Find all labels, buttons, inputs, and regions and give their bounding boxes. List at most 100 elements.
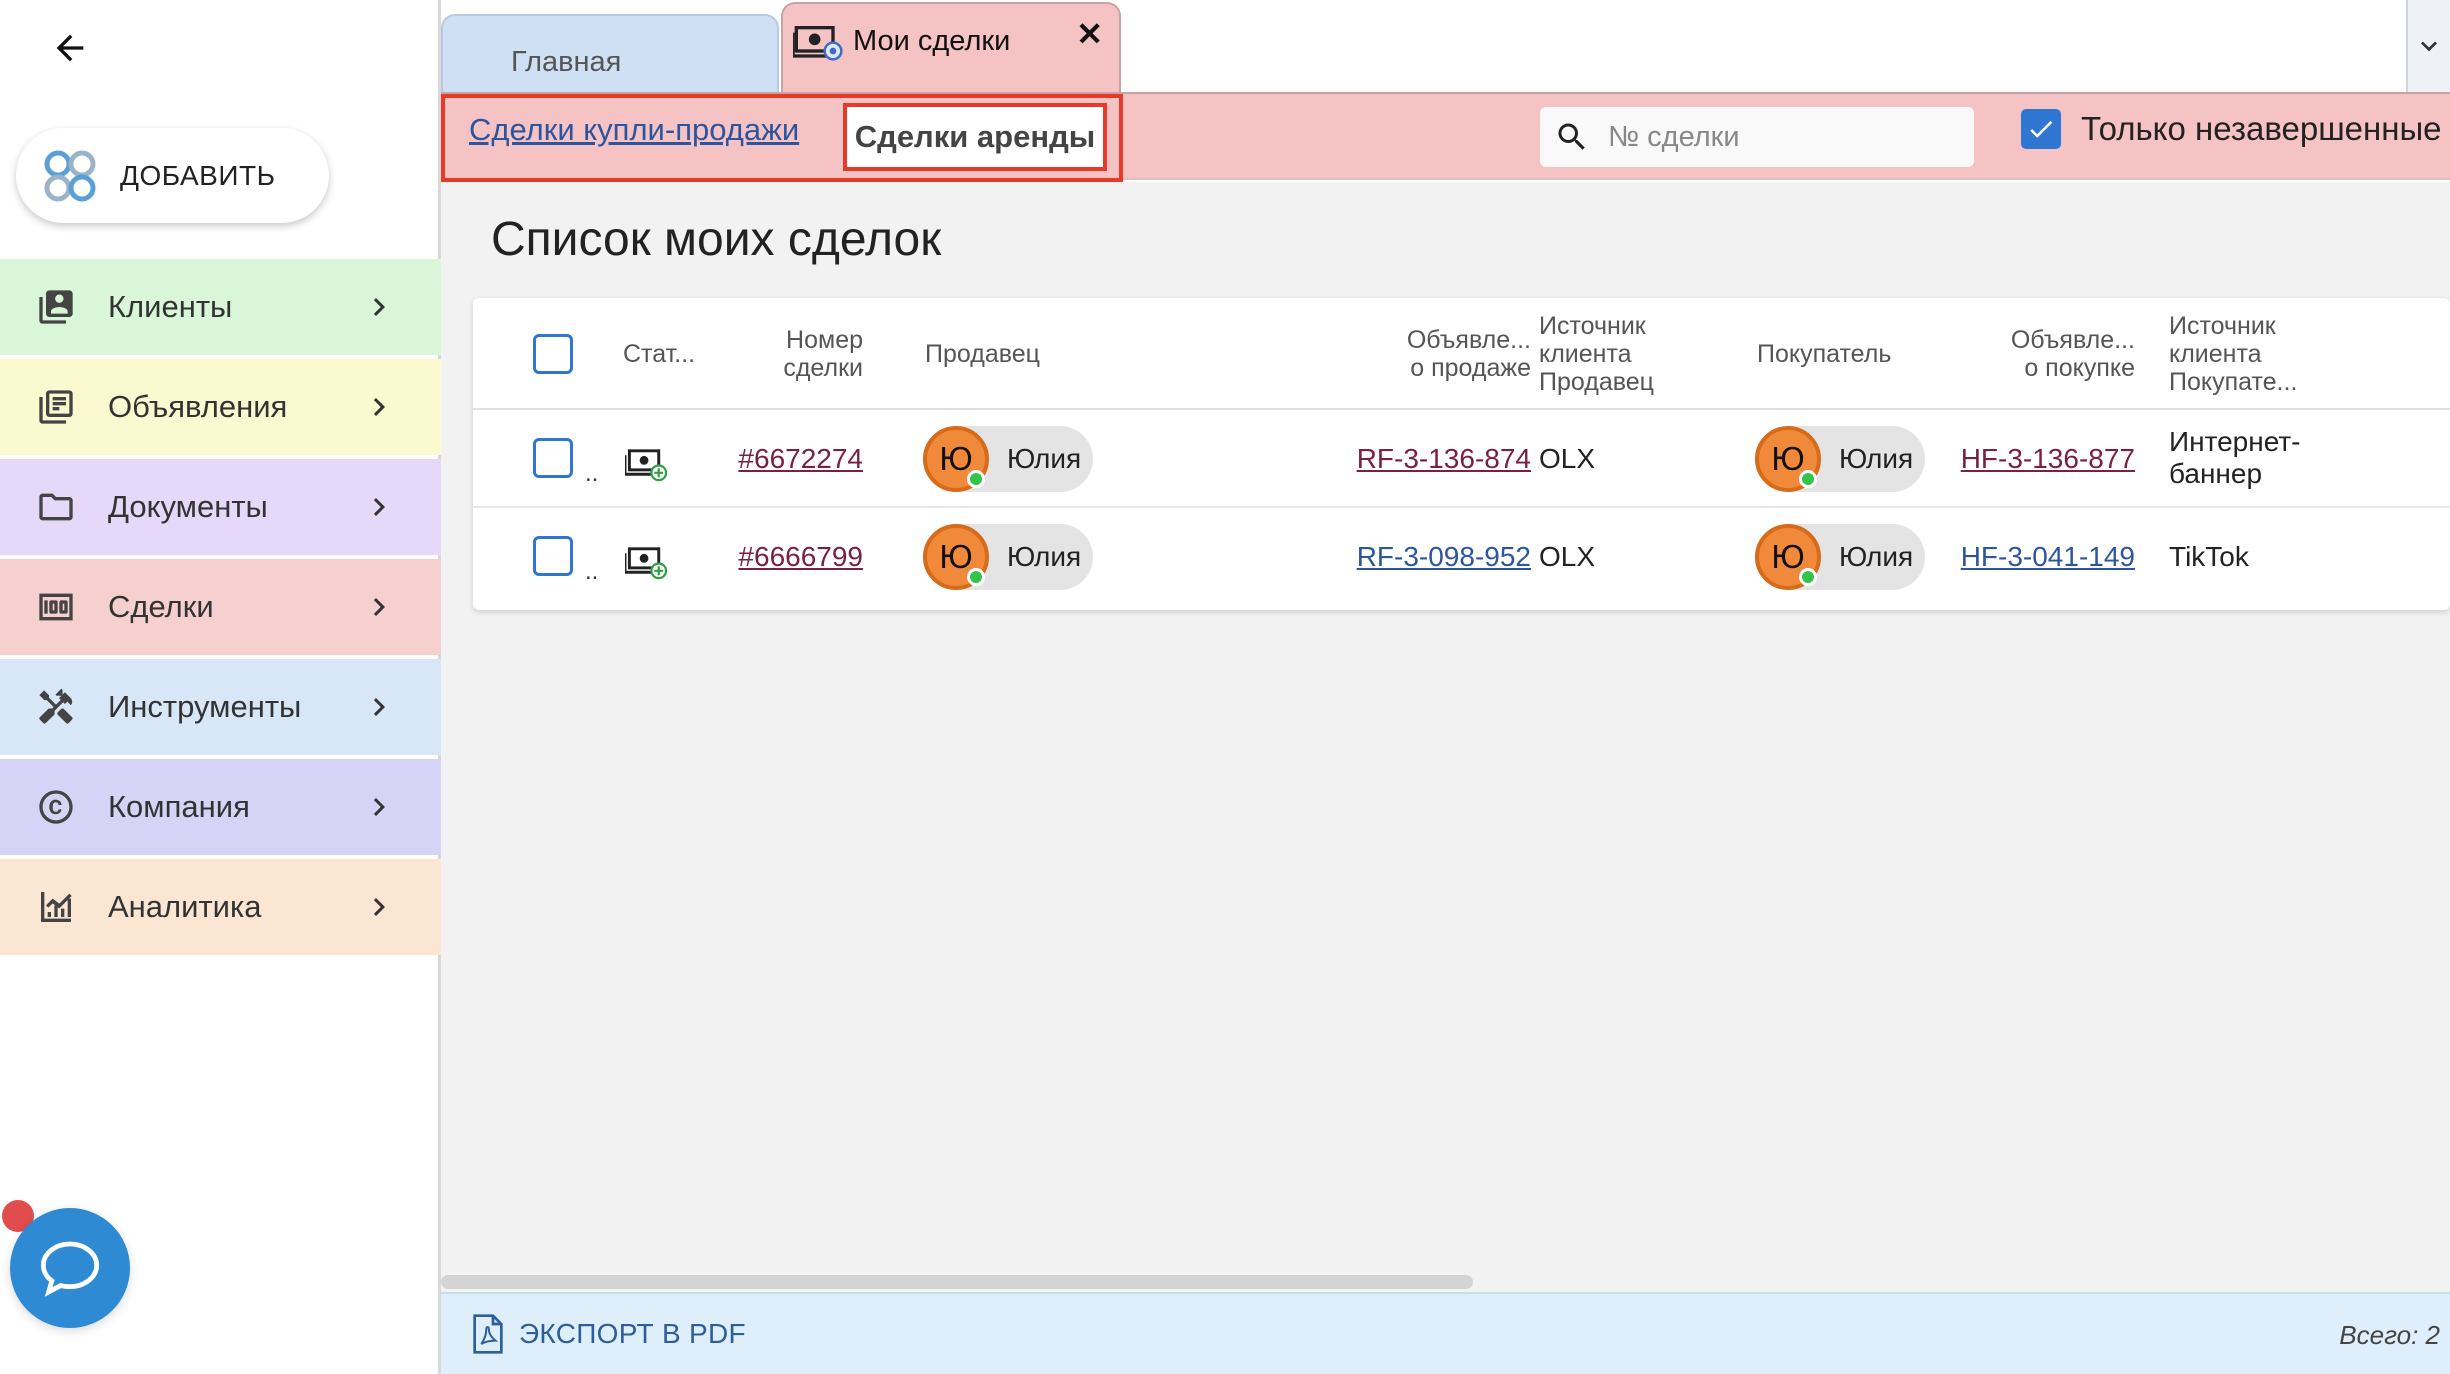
- row-checkbox[interactable]: [533, 438, 573, 478]
- chevron-right-icon: [373, 798, 385, 816]
- header-line: клиента: [1539, 340, 1632, 368]
- deals-toolbar: Сделки купли-продажи Сделки аренды Тольк…: [441, 92, 2450, 182]
- seller-chip[interactable]: Ю Юлия: [923, 426, 1093, 492]
- chevron-right-icon: [373, 898, 385, 916]
- money-icon: [34, 585, 78, 629]
- sidebar-item-label: Объявления: [108, 389, 288, 424]
- buyer-chip[interactable]: Ю Юлия: [1755, 524, 1925, 590]
- header-status[interactable]: Стат...: [623, 340, 696, 368]
- header-line: Покупате...: [2169, 368, 2298, 396]
- tab-my-deals[interactable]: Мои сделки ✕: [781, 2, 1121, 92]
- export-pdf-button[interactable]: ЭКСПОРТ В PDF: [471, 1314, 746, 1354]
- row-dots: ..: [585, 460, 599, 487]
- subtab-rent-label: Сделки аренды: [854, 119, 1096, 154]
- header-line: клиента: [2169, 340, 2262, 368]
- sidebar-item-clients[interactable]: Клиенты: [0, 259, 441, 355]
- header-deal-number[interactable]: Номер сделки: [723, 326, 863, 382]
- header-seller-source[interactable]: Источник клиента Продавец: [1539, 312, 1654, 396]
- add-button[interactable]: ДОБАВИТЬ: [16, 128, 329, 223]
- add-button-label: ДОБАВИТЬ: [120, 159, 276, 191]
- sidebar-item-analytics[interactable]: Аналитика: [0, 859, 441, 955]
- close-icon[interactable]: ✕: [1076, 16, 1103, 52]
- deal-number-link[interactable]: #6666799: [738, 541, 863, 572]
- online-indicator: [967, 470, 985, 488]
- copyright-icon: [34, 785, 78, 829]
- subtab-sale-deals[interactable]: Сделки купли-продажи: [469, 112, 800, 147]
- online-indicator: [967, 568, 985, 586]
- deal-number-input[interactable]: [1608, 120, 1948, 154]
- deal-number-link[interactable]: #6672274: [738, 443, 863, 474]
- buy-ad-link[interactable]: HF-3-041-149: [1960, 541, 2135, 572]
- header-buyer-source[interactable]: Источник клиента Покупате...: [2169, 312, 2297, 396]
- tab-label: Мои сделки: [853, 24, 1011, 57]
- header-line: Источник: [2169, 312, 2276, 340]
- sidebar-item-label: Компания: [108, 789, 250, 824]
- sidebar-nav: Клиенты Объявления Документы Сделки: [0, 259, 441, 959]
- chat-button[interactable]: [10, 1208, 130, 1328]
- online-indicator: [1799, 470, 1817, 488]
- header-line: о покупке: [2024, 354, 2135, 382]
- header-line: Номер: [786, 326, 863, 354]
- tabs-dropdown-button[interactable]: [2406, 0, 2450, 92]
- sidebar-item-documents[interactable]: Документы: [0, 459, 441, 555]
- buy-ad-link[interactable]: HF-3-136-877: [1960, 443, 2135, 474]
- add-logo-icon: [44, 150, 96, 201]
- avatar: Ю: [923, 426, 989, 492]
- checkbox-checked-icon: [2021, 109, 2061, 149]
- header-sale-ad[interactable]: Объявле... о продаже: [1353, 326, 1531, 382]
- sidebar-item-company[interactable]: Компания: [0, 759, 441, 855]
- online-indicator: [1799, 568, 1817, 586]
- subtab-rent-deals[interactable]: Сделки аренды: [843, 103, 1107, 171]
- sidebar-item-label: Аналитика: [108, 889, 262, 924]
- select-all-checkbox[interactable]: [533, 334, 573, 374]
- sidebar-item-label: Инструменты: [108, 689, 302, 724]
- listings-icon: [34, 385, 78, 429]
- sidebar-item-deals[interactable]: Сделки: [0, 559, 441, 655]
- folder-icon: [34, 485, 78, 529]
- total-count: Всего: 2: [2339, 1320, 2440, 1350]
- avatar-initial: Ю: [1771, 538, 1805, 575]
- sale-ad-link[interactable]: RF-3-136-874: [1356, 443, 1531, 474]
- sale-ad-link[interactable]: RF-3-098-952: [1356, 541, 1531, 572]
- header-buy-ad[interactable]: Объявле... о покупке: [1957, 326, 2135, 382]
- avatar: Ю: [1755, 524, 1821, 590]
- chevron-right-icon: [373, 498, 385, 516]
- export-pdf-label: ЭКСПОРТ В PDF: [519, 1318, 746, 1349]
- buyer-name: Юлия: [1839, 443, 1914, 474]
- sidebar-item-tools[interactable]: Инструменты: [0, 659, 441, 755]
- contacts-icon: [34, 285, 78, 329]
- row-checkbox[interactable]: [533, 536, 573, 576]
- header-line: Объявле...: [2010, 326, 2135, 354]
- buyer-source: Интернет-баннер: [2169, 426, 2301, 490]
- sidebar-item-listings[interactable]: Объявления: [0, 359, 441, 455]
- main-content: Список моих сделок Стат... Номер сделки …: [441, 182, 2450, 1292]
- header-buyer[interactable]: Покупатель: [1757, 340, 1892, 368]
- buyer-chip[interactable]: Ю Юлия: [1755, 426, 1925, 492]
- row-dots: ..: [585, 558, 599, 585]
- header-line: Объявле...: [1406, 326, 1531, 354]
- table-row[interactable]: .. #6666799 Ю Юлия RF-3-098-952 OLX: [473, 508, 2450, 606]
- arrow-left-icon: [56, 34, 84, 62]
- header-line: сделки: [783, 354, 863, 382]
- tab-label: Главная: [511, 45, 622, 78]
- back-button[interactable]: [44, 22, 96, 74]
- tab-home[interactable]: Главная: [441, 14, 779, 94]
- chevron-down-icon: [2421, 41, 2437, 52]
- sidebar-item-label: Сделки: [108, 589, 214, 624]
- buyer-name: Юлия: [1839, 541, 1914, 572]
- deals-tab-icon: [793, 26, 843, 61]
- chevron-right-icon: [373, 698, 385, 716]
- deal-search: [1540, 107, 1974, 167]
- horizontal-scrollbar[interactable]: [441, 1275, 1473, 1289]
- seller-source: OLX: [1539, 541, 1596, 572]
- sidebar: ДОБАВИТЬ Клиенты Объявления Документы: [0, 0, 441, 1374]
- only-open-checkbox[interactable]: Только незавершенные: [2021, 109, 2442, 149]
- analytics-icon: [34, 885, 78, 929]
- seller-name: Юлия: [1007, 443, 1082, 474]
- avatar-initial: Ю: [1771, 440, 1805, 477]
- header-seller[interactable]: Продавец: [925, 340, 1040, 368]
- cell-line: Интернет-: [2169, 426, 2301, 457]
- seller-chip[interactable]: Ю Юлия: [923, 524, 1093, 590]
- table-row[interactable]: .. #6672274 Ю Юлия RF-3-136-874 OLX: [473, 410, 2450, 508]
- rent-deal-status-icon: [625, 449, 668, 482]
